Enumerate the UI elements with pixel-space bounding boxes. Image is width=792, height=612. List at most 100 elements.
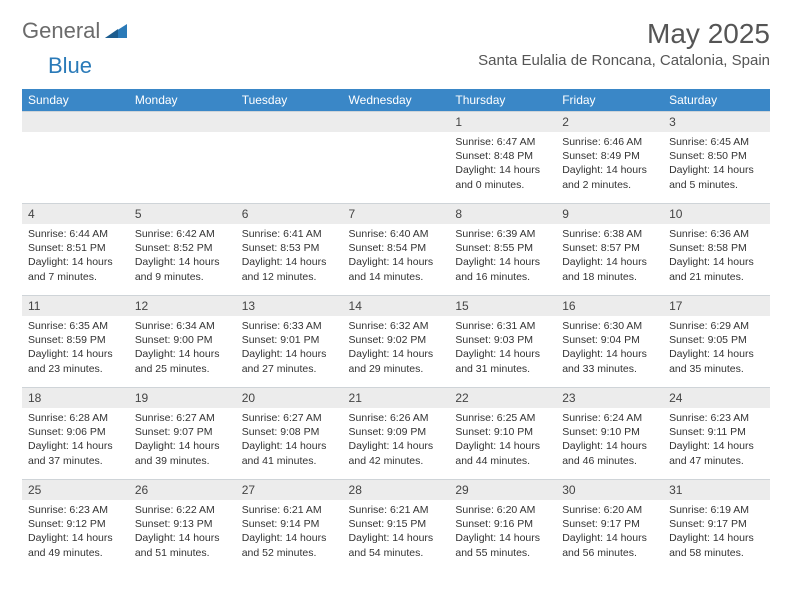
calendar-week-row: 1Sunrise: 6:47 AMSunset: 8:48 PMDaylight…: [22, 112, 770, 204]
calendar-head: SundayMondayTuesdayWednesdayThursdayFrid…: [22, 89, 770, 112]
calendar-cell: [343, 112, 450, 204]
daylight-text: Daylight: 14 hours and 12 minutes.: [242, 255, 337, 283]
sunset-text: Sunset: 8:59 PM: [28, 333, 123, 347]
weekday-header: Monday: [129, 89, 236, 112]
day-details: Sunrise: 6:38 AMSunset: 8:57 PMDaylight:…: [556, 224, 663, 288]
day-details: Sunrise: 6:30 AMSunset: 9:04 PMDaylight:…: [556, 316, 663, 380]
sunrise-text: Sunrise: 6:24 AM: [562, 411, 657, 425]
sunrise-text: Sunrise: 6:39 AM: [455, 227, 550, 241]
empty-day-bar: [236, 112, 343, 132]
sunrise-text: Sunrise: 6:27 AM: [135, 411, 230, 425]
calendar-cell: 25Sunrise: 6:23 AMSunset: 9:12 PMDayligh…: [22, 480, 129, 572]
sunset-text: Sunset: 8:51 PM: [28, 241, 123, 255]
day-number: 6: [236, 204, 343, 224]
day-details: Sunrise: 6:33 AMSunset: 9:01 PMDaylight:…: [236, 316, 343, 380]
sunset-text: Sunset: 9:17 PM: [562, 517, 657, 531]
daylight-text: Daylight: 14 hours and 5 minutes.: [669, 163, 764, 191]
day-number: 23: [556, 388, 663, 408]
sunset-text: Sunset: 9:15 PM: [349, 517, 444, 531]
daylight-text: Daylight: 14 hours and 35 minutes.: [669, 347, 764, 375]
day-number: 22: [449, 388, 556, 408]
day-details: Sunrise: 6:35 AMSunset: 8:59 PMDaylight:…: [22, 316, 129, 380]
calendar-cell: 23Sunrise: 6:24 AMSunset: 9:10 PMDayligh…: [556, 388, 663, 480]
daylight-text: Daylight: 14 hours and 44 minutes.: [455, 439, 550, 467]
weekday-header: Friday: [556, 89, 663, 112]
day-details: Sunrise: 6:25 AMSunset: 9:10 PMDaylight:…: [449, 408, 556, 472]
sunrise-text: Sunrise: 6:36 AM: [669, 227, 764, 241]
empty-day-bar: [343, 112, 450, 132]
sunrise-text: Sunrise: 6:23 AM: [28, 503, 123, 517]
brand-triangle-icon: [105, 20, 127, 43]
weekday-header: Saturday: [663, 89, 770, 112]
brand-part1: General: [22, 18, 100, 44]
daylight-text: Daylight: 14 hours and 9 minutes.: [135, 255, 230, 283]
sunset-text: Sunset: 8:54 PM: [349, 241, 444, 255]
sunrise-text: Sunrise: 6:21 AM: [349, 503, 444, 517]
sunset-text: Sunset: 9:06 PM: [28, 425, 123, 439]
sunset-text: Sunset: 8:52 PM: [135, 241, 230, 255]
daylight-text: Daylight: 14 hours and 51 minutes.: [135, 531, 230, 559]
sunset-text: Sunset: 9:05 PM: [669, 333, 764, 347]
sunrise-text: Sunrise: 6:33 AM: [242, 319, 337, 333]
sunset-text: Sunset: 8:58 PM: [669, 241, 764, 255]
day-number: 21: [343, 388, 450, 408]
daylight-text: Daylight: 14 hours and 55 minutes.: [455, 531, 550, 559]
day-number: 7: [343, 204, 450, 224]
calendar-cell: 29Sunrise: 6:20 AMSunset: 9:16 PMDayligh…: [449, 480, 556, 572]
calendar-cell: 16Sunrise: 6:30 AMSunset: 9:04 PMDayligh…: [556, 296, 663, 388]
day-number: 5: [129, 204, 236, 224]
calendar-cell: [22, 112, 129, 204]
day-number: 19: [129, 388, 236, 408]
sunrise-text: Sunrise: 6:46 AM: [562, 135, 657, 149]
day-number: 27: [236, 480, 343, 500]
day-details: Sunrise: 6:27 AMSunset: 9:08 PMDaylight:…: [236, 408, 343, 472]
calendar-week-row: 18Sunrise: 6:28 AMSunset: 9:06 PMDayligh…: [22, 388, 770, 480]
sunset-text: Sunset: 8:57 PM: [562, 241, 657, 255]
sunrise-text: Sunrise: 6:32 AM: [349, 319, 444, 333]
sunrise-text: Sunrise: 6:30 AM: [562, 319, 657, 333]
day-number: 11: [22, 296, 129, 316]
calendar-cell: 12Sunrise: 6:34 AMSunset: 9:00 PMDayligh…: [129, 296, 236, 388]
sunset-text: Sunset: 9:10 PM: [455, 425, 550, 439]
day-details: Sunrise: 6:36 AMSunset: 8:58 PMDaylight:…: [663, 224, 770, 288]
month-title: May 2025: [478, 18, 770, 50]
calendar-cell: 6Sunrise: 6:41 AMSunset: 8:53 PMDaylight…: [236, 204, 343, 296]
brand-part2: Blue: [48, 53, 92, 78]
daylight-text: Daylight: 14 hours and 52 minutes.: [242, 531, 337, 559]
day-details: Sunrise: 6:40 AMSunset: 8:54 PMDaylight:…: [343, 224, 450, 288]
day-number: 25: [22, 480, 129, 500]
sunrise-text: Sunrise: 6:20 AM: [562, 503, 657, 517]
sunrise-text: Sunrise: 6:22 AM: [135, 503, 230, 517]
daylight-text: Daylight: 14 hours and 42 minutes.: [349, 439, 444, 467]
day-details: Sunrise: 6:34 AMSunset: 9:00 PMDaylight:…: [129, 316, 236, 380]
sunset-text: Sunset: 9:03 PM: [455, 333, 550, 347]
daylight-text: Daylight: 14 hours and 41 minutes.: [242, 439, 337, 467]
day-number: 18: [22, 388, 129, 408]
daylight-text: Daylight: 14 hours and 39 minutes.: [135, 439, 230, 467]
day-details: Sunrise: 6:31 AMSunset: 9:03 PMDaylight:…: [449, 316, 556, 380]
calendar-cell: 18Sunrise: 6:28 AMSunset: 9:06 PMDayligh…: [22, 388, 129, 480]
calendar-cell: 30Sunrise: 6:20 AMSunset: 9:17 PMDayligh…: [556, 480, 663, 572]
daylight-text: Daylight: 14 hours and 21 minutes.: [669, 255, 764, 283]
day-number: 4: [22, 204, 129, 224]
sunrise-text: Sunrise: 6:27 AM: [242, 411, 337, 425]
sunrise-text: Sunrise: 6:21 AM: [242, 503, 337, 517]
calendar-cell: 31Sunrise: 6:19 AMSunset: 9:17 PMDayligh…: [663, 480, 770, 572]
daylight-text: Daylight: 14 hours and 58 minutes.: [669, 531, 764, 559]
day-details: Sunrise: 6:39 AMSunset: 8:55 PMDaylight:…: [449, 224, 556, 288]
day-details: Sunrise: 6:27 AMSunset: 9:07 PMDaylight:…: [129, 408, 236, 472]
sunrise-text: Sunrise: 6:20 AM: [455, 503, 550, 517]
sunset-text: Sunset: 9:09 PM: [349, 425, 444, 439]
day-details: Sunrise: 6:44 AMSunset: 8:51 PMDaylight:…: [22, 224, 129, 288]
weekday-header: Wednesday: [343, 89, 450, 112]
calendar-cell: 3Sunrise: 6:45 AMSunset: 8:50 PMDaylight…: [663, 112, 770, 204]
day-number: 17: [663, 296, 770, 316]
daylight-text: Daylight: 14 hours and 54 minutes.: [349, 531, 444, 559]
day-details: Sunrise: 6:47 AMSunset: 8:48 PMDaylight:…: [449, 132, 556, 196]
sunrise-text: Sunrise: 6:40 AM: [349, 227, 444, 241]
calendar-cell: 26Sunrise: 6:22 AMSunset: 9:13 PMDayligh…: [129, 480, 236, 572]
daylight-text: Daylight: 14 hours and 27 minutes.: [242, 347, 337, 375]
day-details: Sunrise: 6:28 AMSunset: 9:06 PMDaylight:…: [22, 408, 129, 472]
calendar-body: 1Sunrise: 6:47 AMSunset: 8:48 PMDaylight…: [22, 112, 770, 572]
sunrise-text: Sunrise: 6:42 AM: [135, 227, 230, 241]
